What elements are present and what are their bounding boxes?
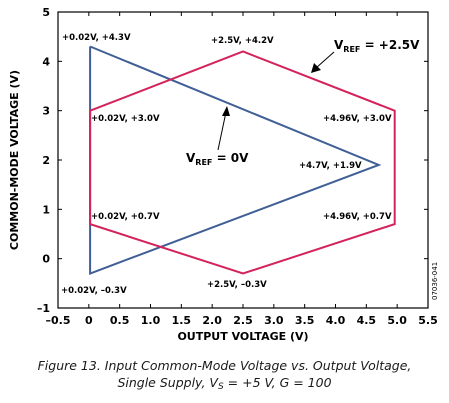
y-tick-label: –1 (37, 302, 50, 315)
point-annotation: +0.02V, –0.3V (61, 286, 127, 296)
x-tick-label: 0.5 (110, 314, 130, 327)
x-tick-label: 2.0 (202, 314, 222, 327)
tick-marks (58, 12, 428, 308)
series-label-vref-2-5: VREF = +2.5V (334, 38, 420, 54)
x-tick-label: 3.5 (295, 314, 315, 327)
series-label-rest: = +2.5V (360, 38, 420, 52)
y-axis-title: COMMON-MODE VOLTAGE (V) (8, 70, 21, 250)
series-label-arrow-vref-0 (217, 111, 227, 151)
figure-id: 07036-041 (431, 262, 439, 300)
series-label-rest: = 0V (212, 151, 249, 165)
x-tick-label: 3.0 (264, 314, 284, 327)
x-tick-label: 2.5 (233, 314, 253, 327)
figure-caption: Figure 13. Input Common-Mode Voltage vs.… (0, 357, 449, 396)
x-tick-label: 1.0 (141, 314, 161, 327)
chart: –0.5 0 0.5 1.0 1.5 2.0 2.5 3.0 3.5 4.0 4.5 5.0 5.5 5… (8, 6, 439, 343)
caption-line-2-sub: S (217, 382, 224, 392)
x-tick-label: 1.5 (172, 314, 192, 327)
point-annotation: +2.5V, +4.2V (211, 36, 274, 46)
series-label-sub: REF (195, 158, 212, 167)
y-tick-label: 1 (42, 203, 50, 216)
series-label-main: V (334, 38, 344, 52)
y-tick-label: 2 (42, 154, 50, 167)
point-annotation: +4.96V, +3.0V (323, 114, 392, 124)
point-annotation: +4.7V, +1.9V (299, 161, 362, 171)
y-tick-label: 5 (42, 6, 50, 19)
caption-line-2-b: = +5 V, G = 100 (223, 375, 332, 390)
arrowhead-icon (311, 63, 321, 73)
series-label-vref-0: VREF = 0V (186, 151, 249, 167)
x-tick-label: 5.5 (418, 314, 438, 327)
series-label-arrow-vref-2-5 (315, 51, 335, 69)
series-line-vref-2-5 (89, 50, 396, 275)
y-tick-labels: 5 4 3 2 1 0 –1 (37, 6, 51, 315)
x-tick-label: 0 (85, 314, 93, 327)
caption-line-2: Single Supply, VS = +5 V, G = 100 (0, 374, 449, 396)
point-annotation: +0.02V, +0.7V (91, 212, 160, 222)
x-tick-label: 4.0 (326, 314, 346, 327)
point-annotation: +0.02V, +3.0V (91, 114, 160, 124)
y-tick-label: 0 (42, 253, 50, 266)
y-tick-label: 4 (42, 55, 50, 68)
series-label-main: V (186, 151, 196, 165)
series-label-sub: REF (343, 45, 360, 54)
annotations: +0.02V, +4.3V +2.5V, +4.2V +0.02V, +3.0V +4… (61, 33, 392, 296)
point-annotation: +2.5V, –0.3V (207, 280, 267, 290)
x-axis-title: OUTPUT VOLTAGE (V) (177, 330, 308, 343)
x-tick-label: 5.0 (387, 314, 407, 327)
point-annotation: +0.02V, +4.3V (62, 33, 131, 43)
series-layer (89, 45, 396, 275)
x-tick-label: –0.5 (46, 314, 71, 327)
x-tick-label: 4.5 (357, 314, 377, 327)
arrowhead-icon (222, 106, 230, 116)
caption-line-1: Figure 13. Input Common-Mode Voltage vs.… (37, 358, 412, 373)
x-tick-labels: –0.5 0 0.5 1.0 1.5 2.0 2.5 3.0 3.5 4.0 4.5 5.0 5.5 (46, 314, 438, 327)
point-annotation: +4.96V, +0.7V (323, 212, 392, 222)
caption-line-2-a: Single Supply, V (117, 375, 218, 390)
y-tick-label: 3 (42, 105, 50, 118)
